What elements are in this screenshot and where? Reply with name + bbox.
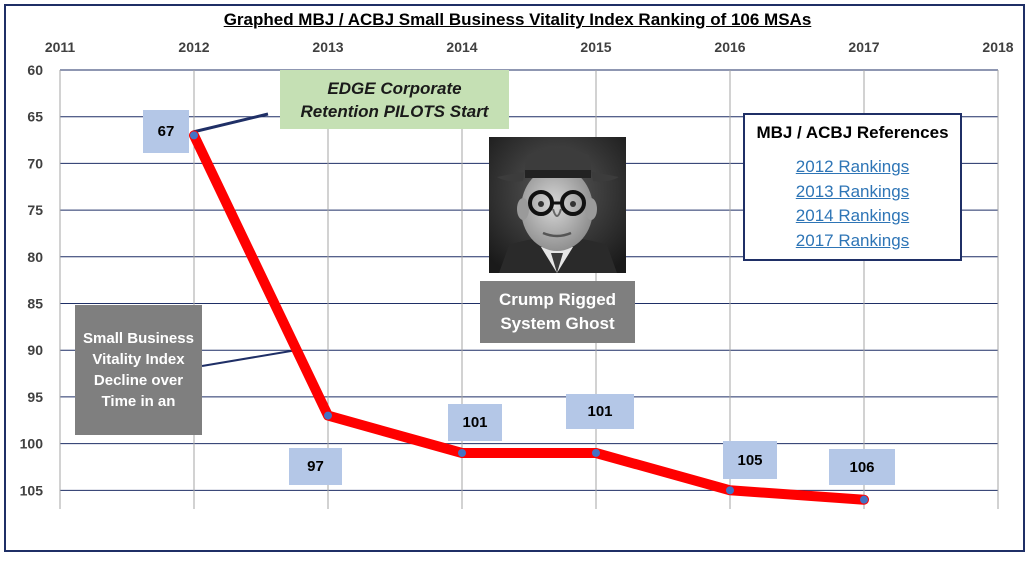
y-tick-label-70: 70: [27, 155, 43, 171]
x-tick-label-2013: 2013: [312, 39, 343, 55]
data-label-2017: 106: [829, 449, 895, 485]
x-tick-label-2017: 2017: [848, 39, 879, 55]
edge-callout-line1: EDGE Corporate: [327, 78, 462, 98]
chart-title: Graphed MBJ / ACBJ Small Business Vitali…: [223, 10, 812, 29]
y-tick-label-90: 90: [27, 342, 43, 358]
y-tick-label-75: 75: [27, 202, 43, 218]
callout-leader-lines: [192, 112, 298, 367]
y-tick-label-95: 95: [27, 389, 43, 405]
x-tick-label-2018: 2018: [982, 39, 1013, 55]
x-tick-label-2014: 2014: [446, 39, 477, 55]
data-label-2012: 67: [143, 110, 189, 153]
x-tick-label-2012: 2012: [178, 39, 209, 55]
edge-callout-line2: Retention PILOTS Start: [300, 101, 489, 121]
y-tick-label-105: 105: [20, 482, 44, 498]
link-2017-rankings[interactable]: 2017 Rankings: [795, 230, 910, 250]
edge-pilots-callout: EDGE Corporate Retention PILOTS Start: [280, 70, 509, 129]
data-point-2015: [592, 448, 600, 457]
data-point-2012: [190, 131, 198, 140]
crump-callout: Crump Rigged System Ghost: [480, 281, 635, 343]
link-2012-rankings[interactable]: 2012 Rankings: [795, 157, 910, 176]
link-2014-rankings[interactable]: 2014 Rankings: [795, 206, 910, 225]
references-panel: MBJ / ACBJ References 2012 Rankings 2013…: [743, 113, 962, 261]
x-axis-ticks: 2011 2012 2013 2014 2015 2016 2017 2018: [45, 39, 1014, 55]
data-label-2014: 101: [448, 404, 502, 441]
x-tick-label-2011: 2011: [45, 39, 76, 55]
references-title: MBJ / ACBJ References: [756, 123, 949, 142]
y-axis-ticks: 60 65 70 75 80 85 90 95 100 105: [20, 62, 44, 498]
data-label-2016: 105: [723, 441, 777, 479]
x-tick-label-2016: 2016: [714, 39, 745, 55]
data-point-2013: [324, 411, 332, 420]
series-line: [189, 130, 869, 505]
data-point-2014: [458, 448, 466, 457]
series-group: [189, 130, 869, 505]
crump-portrait-photo: [489, 137, 626, 273]
x-tick-label-2015: 2015: [580, 39, 611, 55]
data-point-2017: [860, 495, 868, 504]
crump-callout-line1: Crump Rigged: [498, 290, 617, 309]
y-tick-label-65: 65: [27, 109, 43, 125]
y-tick-label-100: 100: [20, 436, 44, 452]
data-label-2013: 97: [289, 448, 342, 485]
y-tick-label-80: 80: [27, 249, 43, 265]
crump-callout-line2: System Ghost: [500, 314, 615, 333]
data-label-2015: 101: [566, 394, 634, 429]
y-tick-label-60: 60: [27, 62, 43, 78]
y-tick-label-85: 85: [27, 296, 43, 312]
data-point-2016: [726, 486, 734, 495]
link-2013-rankings[interactable]: 2013 Rankings: [795, 181, 910, 201]
svi-leader-line: [201, 349, 298, 367]
gridlines: [59, 69, 999, 509]
edge-leader-line: [192, 112, 269, 134]
svi-decline-callout: Small Business Vitality Index Decline ov…: [75, 305, 202, 435]
